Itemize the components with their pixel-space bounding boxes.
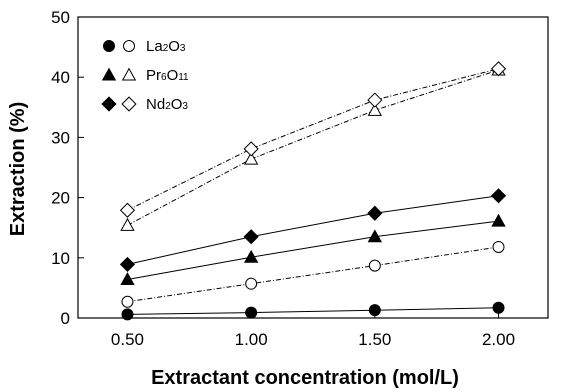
series-pr6o11-open — [120, 62, 506, 231]
legend-marker-filled — [101, 96, 117, 112]
series-pr6o11-filled — [120, 213, 506, 286]
data-point — [121, 295, 134, 308]
x-axis-title: Extractant concentration (mol/L) — [151, 367, 459, 389]
series-line — [127, 220, 499, 280]
legend-item: La2O3 — [103, 38, 186, 55]
series-la2o3-open — [121, 240, 505, 308]
data-point — [245, 277, 258, 290]
y-tick-label: 50 — [51, 8, 70, 27]
data-point — [368, 304, 381, 317]
series-la2o3-filled — [121, 301, 505, 321]
legend-label: Nd2O3 — [146, 96, 188, 113]
data-point — [119, 202, 136, 218]
data-point — [243, 151, 259, 165]
series-line — [127, 68, 499, 211]
data-point — [367, 229, 383, 243]
data-point — [243, 249, 259, 263]
data-point — [243, 141, 259, 157]
legend-label: La2O3 — [146, 38, 186, 55]
series-nd2o3-filled — [119, 188, 507, 273]
y-tick-label: 20 — [51, 189, 70, 208]
y-tick-label: 40 — [51, 68, 70, 87]
data-point — [120, 272, 135, 286]
legend-marker-open — [121, 67, 137, 81]
data-point — [243, 229, 259, 245]
data-point — [121, 308, 134, 321]
data-point — [245, 306, 258, 319]
x-tick-label: 1.00 — [235, 330, 268, 349]
data-point — [492, 240, 505, 253]
legend-item: Pr6O11 — [101, 67, 189, 84]
legend-marker-open — [123, 40, 135, 52]
data-point — [490, 61, 507, 77]
legend: La2O3 Pr6O11 Nd2O3 — [101, 38, 189, 113]
series-line — [127, 246, 499, 303]
legend-item: Nd2O3 — [101, 96, 188, 113]
plot-frame — [77, 16, 549, 319]
x-tick-label: 2.00 — [482, 330, 515, 349]
y-tick-label: 10 — [51, 249, 70, 268]
data-point — [367, 92, 383, 108]
series-layer — [119, 61, 507, 321]
y-axis-title: Extraction (%) — [7, 102, 29, 236]
data-point — [368, 259, 381, 272]
legend-marker-open — [121, 96, 137, 112]
series-nd2o3-open — [119, 61, 507, 218]
y-axis: 0 10 20 30 40 50 — [51, 8, 84, 328]
y-tick-label: 0 — [61, 309, 70, 328]
data-point — [120, 217, 135, 231]
data-point — [367, 102, 383, 116]
data-point — [367, 205, 383, 221]
legend-marker-filled — [103, 40, 115, 52]
data-point — [492, 301, 505, 314]
series-line — [127, 307, 499, 315]
data-point — [119, 256, 136, 273]
x-tick-label: 0.50 — [111, 330, 144, 349]
legend-marker-filled — [101, 67, 117, 81]
x-axis: 0.50 1.00 1.50 2.00 — [111, 312, 515, 349]
series-line — [127, 195, 499, 265]
series-line — [127, 69, 499, 226]
x-tick-label: 1.50 — [358, 330, 391, 349]
data-point — [490, 188, 507, 204]
data-point — [491, 213, 506, 227]
plot-border — [77, 16, 549, 319]
legend-label: Pr6O11 — [146, 67, 189, 84]
y-tick-label: 30 — [51, 128, 70, 147]
